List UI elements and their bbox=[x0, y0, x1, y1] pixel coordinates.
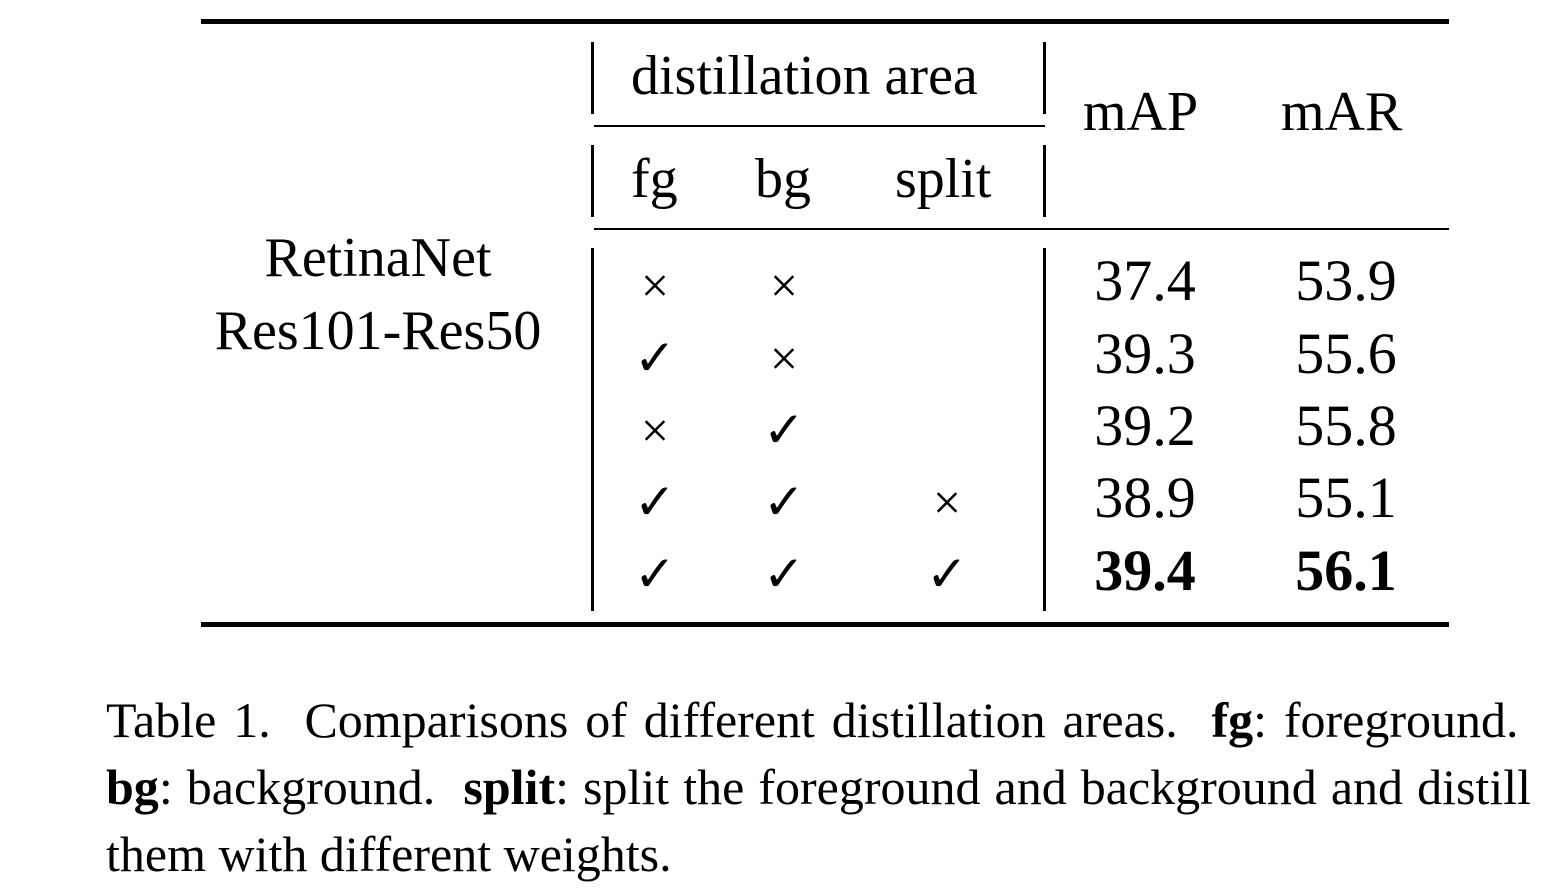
caption-split-desc: : split the foreground and background an… bbox=[106, 759, 1531, 882]
row1-mar-value: 53.9 bbox=[1295, 248, 1397, 313]
row1-fg-mark: × bbox=[640, 257, 670, 313]
right-divider-mid bbox=[1043, 145, 1046, 217]
column-header-map: mAP bbox=[1083, 81, 1199, 143]
model-backbones: Res101-Res50 bbox=[214, 300, 542, 362]
distillation-area-underline bbox=[594, 125, 1045, 127]
caption-split-term: split bbox=[463, 759, 556, 815]
row2-map-value: 39.3 bbox=[1094, 321, 1196, 386]
row4-bg-mark: ✓ bbox=[763, 474, 805, 530]
row1-bg-mark: × bbox=[769, 257, 799, 313]
column-header-mar: mAR bbox=[1281, 81, 1403, 143]
group-header-distillation-area: distillation area bbox=[631, 45, 978, 107]
row5-split-mark: ✓ bbox=[926, 546, 968, 602]
caption-fg-desc: : foreground. bbox=[1253, 692, 1519, 748]
row2-mar-value: 55.6 bbox=[1295, 321, 1397, 386]
table-caption: Table 1. Comparisons of different distil… bbox=[106, 687, 1531, 888]
row2-bg-mark: × bbox=[769, 330, 799, 386]
row3-mar-value: 55.8 bbox=[1295, 393, 1397, 458]
right-divider-body bbox=[1043, 248, 1046, 611]
row3-bg-mark: ✓ bbox=[763, 402, 805, 458]
row4-mar-value: 55.1 bbox=[1295, 465, 1397, 530]
caption-fg-term: fg bbox=[1211, 692, 1254, 748]
row2-fg-mark: ✓ bbox=[634, 330, 676, 386]
caption-bg-term: bg bbox=[106, 759, 159, 815]
row5-bg-mark: ✓ bbox=[763, 546, 805, 602]
column-header-split: split bbox=[895, 148, 992, 210]
row4-map-value: 38.9 bbox=[1094, 465, 1196, 530]
left-divider-body bbox=[591, 248, 594, 611]
caption-label: Table 1. bbox=[106, 692, 271, 748]
row3-map-value: 39.2 bbox=[1094, 393, 1196, 458]
table-bottom-rule bbox=[201, 622, 1449, 627]
table-top-rule bbox=[201, 19, 1449, 24]
row5-fg-mark: ✓ bbox=[634, 546, 676, 602]
right-divider-top bbox=[1043, 42, 1046, 114]
model-name: RetinaNet bbox=[264, 227, 492, 289]
row5-mar-value: 56.1 bbox=[1295, 538, 1397, 603]
left-divider-top bbox=[591, 42, 594, 114]
row4-fg-mark: ✓ bbox=[634, 474, 676, 530]
header-bottom-rule bbox=[594, 228, 1449, 230]
caption-bg-desc: : background. bbox=[158, 759, 436, 815]
row5-map-value: 39.4 bbox=[1094, 538, 1196, 603]
column-header-fg: fg bbox=[631, 148, 678, 210]
row3-fg-mark: × bbox=[640, 402, 670, 458]
caption-intro: Comparisons of different distillation ar… bbox=[304, 692, 1178, 748]
row1-map-value: 37.4 bbox=[1094, 248, 1196, 313]
column-header-bg: bg bbox=[755, 148, 811, 210]
left-divider-mid bbox=[591, 145, 594, 217]
row4-split-mark: × bbox=[932, 474, 962, 530]
